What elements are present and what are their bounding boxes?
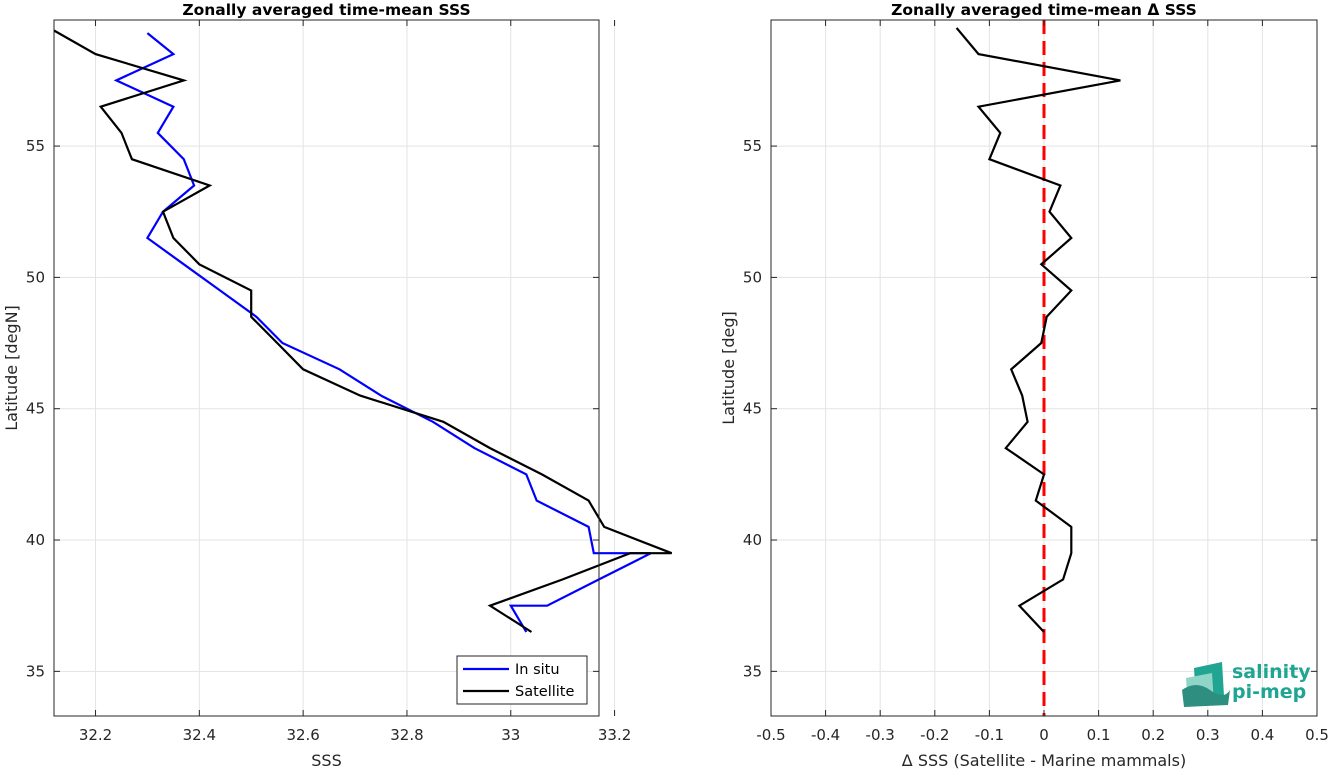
x-tick-label: -0.3	[866, 726, 895, 744]
x-tick-label: -0.5	[756, 726, 785, 744]
x-tick-label: 32.4	[183, 726, 216, 744]
y-tick-label: 35	[26, 662, 45, 680]
y-axis-label: Latitude [deg]	[719, 311, 738, 425]
legend-label-in-situ: In situ	[515, 662, 560, 678]
x-tick-label: 33.2	[598, 726, 631, 744]
y-tick-label: 45	[26, 400, 45, 418]
x-tick-label: -0.2	[920, 726, 949, 744]
x-tick-label: -0.4	[811, 726, 840, 744]
salinity-pi-mep-logo: salinity pi-mep	[1182, 661, 1311, 707]
logo-text-pi-mep: pi-mep	[1232, 681, 1306, 703]
y-tick-label: 40	[26, 531, 45, 549]
chart-title: Zonally averaged time-mean SSS	[182, 1, 470, 19]
logo-text-salinity: salinity	[1232, 661, 1311, 683]
y-tick-label: 55	[26, 137, 45, 155]
chart-title: Zonally averaged time-mean Δ SSS	[891, 1, 1197, 19]
x-tick-label: 32.2	[79, 726, 112, 744]
y-tick-label: 45	[743, 400, 762, 418]
x-tick-label: 0.1	[1087, 726, 1111, 744]
x-tick-label: 0	[1039, 726, 1049, 744]
y-tick-label: 40	[743, 531, 762, 549]
x-tick-label: 0.5	[1305, 726, 1329, 744]
legend-label-satellite: Satellite	[515, 684, 574, 700]
series-line-satellite	[53, 29, 673, 633]
legend: In situ Satellite	[456, 655, 588, 705]
y-axis-label: Latitude [degN]	[2, 305, 21, 431]
series-line-in-situ	[113, 32, 652, 633]
x-tick-label: 33	[501, 726, 520, 744]
x-tick-label: 0.4	[1250, 726, 1274, 744]
x-tick-label: 32.8	[390, 726, 423, 744]
y-tick-label: 50	[743, 268, 762, 286]
x-tick-label: 0.2	[1141, 726, 1165, 744]
x-axis-label: SSS	[311, 751, 341, 769]
logo-waves-icon	[1182, 662, 1230, 707]
y-tick-label: 50	[26, 268, 45, 286]
y-tick-label: 55	[743, 137, 762, 155]
delta-sss-panel: -0.5 -0.4 -0.3 -0.2 -0.1 0 0.1 0.2 0.3 0.4 0.5 35 40…	[719, 1, 1329, 769]
y-tick-label: 35	[743, 662, 762, 680]
x-tick-label: 0.3	[1196, 726, 1220, 744]
x-tick-label: 32.6	[286, 726, 319, 744]
x-tick-label: -0.1	[975, 726, 1004, 744]
sss-panel: 32.2 32.4 32.6 32.8 33 33.2 35 40 45 50 55 Zonally …	[2, 1, 673, 769]
x-axis-label: Δ SSS (Satellite - Marine mammals)	[902, 751, 1186, 769]
series-line-0	[955, 27, 1121, 633]
axes-box	[53, 19, 600, 717]
